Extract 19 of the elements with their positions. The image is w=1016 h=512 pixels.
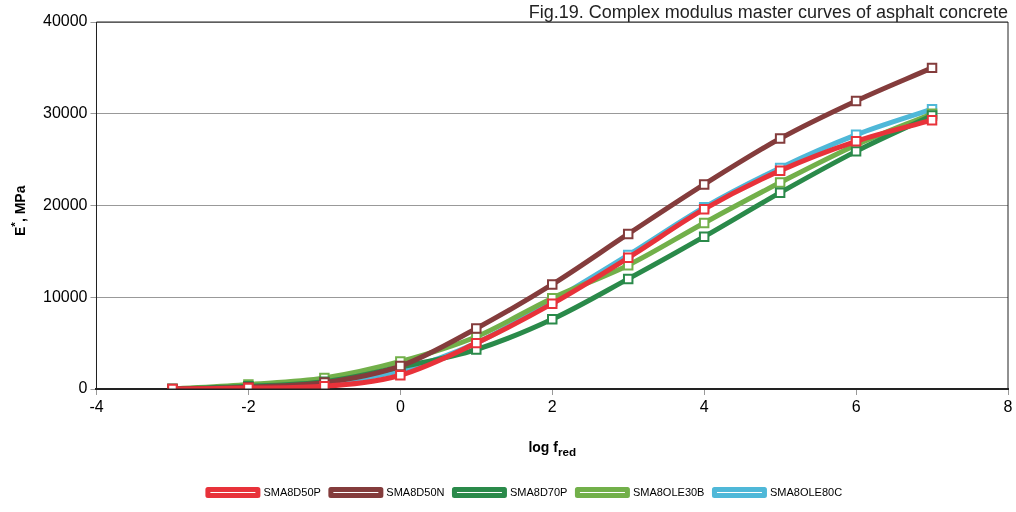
x-tick-label: 2 — [547, 398, 557, 416]
legend-label: SMA8D70P — [509, 485, 568, 498]
x-tick-label: 6 — [851, 398, 861, 416]
y-tick-label: 20000 — [42, 195, 88, 213]
legend-label: SMA8D50N — [386, 485, 445, 498]
x-axis-title: log f$_{red}$ — [527, 439, 578, 458]
x-tick-label: -2 — [241, 398, 256, 416]
chart-title: Fig.19. Complex modulus master curves of asphalt concrete — [528, 2, 1008, 23]
x-tick-label: 4 — [699, 398, 709, 416]
x-tick-label: 0 — [395, 398, 405, 416]
y-tick-label: 0 — [78, 379, 88, 397]
y-tick-label: 10000 — [42, 287, 88, 305]
legend-label: SMA8D50P — [263, 485, 321, 498]
y-tick-label: 40000 — [42, 12, 88, 30]
y-tick-label: 30000 — [42, 104, 88, 122]
legend-label: SMA8OLE80C — [769, 485, 843, 498]
x-tick-label: 8 — [1003, 398, 1013, 416]
legend-label: SMA8OLE30B — [632, 485, 705, 498]
x-tick-label: -4 — [89, 398, 104, 416]
